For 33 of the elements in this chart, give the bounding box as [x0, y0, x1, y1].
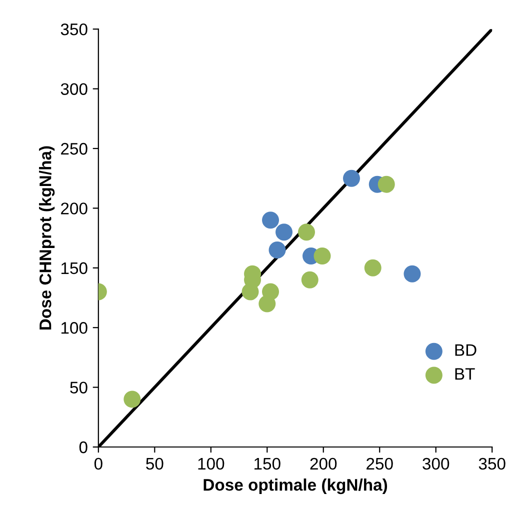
x-tick-label: 50 — [146, 458, 164, 470]
y-tick-label: 250 — [61, 142, 88, 155]
point — [242, 283, 259, 300]
point — [364, 259, 382, 276]
legend-label: BD — [455, 344, 476, 356]
x-tick-label: 200 — [310, 458, 337, 470]
x-axis-title: Dose optimale (kgN/ha) — [204, 478, 388, 494]
y-tick-label: 200 — [61, 202, 88, 214]
point — [276, 224, 293, 241]
legend-label: BT — [455, 368, 475, 380]
point — [124, 390, 141, 408]
y-tick-label: 150 — [61, 262, 88, 274]
x-tick-label: 300 — [422, 458, 450, 470]
y-tick-label: 300 — [60, 83, 88, 95]
y-tick-label: 50 — [70, 382, 88, 394]
x-tick-label: 350 — [478, 458, 506, 470]
x-tick-label: 100 — [198, 458, 224, 470]
point — [342, 170, 360, 187]
y-axis-title: Dose CHNprot (kgN/ha) — [39, 146, 55, 330]
point — [301, 271, 318, 288]
point — [262, 212, 280, 229]
x-tick-label: 0 — [94, 458, 102, 470]
point — [378, 176, 395, 193]
y-tick-label: 100 — [61, 322, 88, 334]
y-tick-label: 0 — [79, 441, 88, 454]
point — [268, 241, 286, 258]
x-tick-label: 250 — [366, 458, 393, 470]
x-tick-label: 150 — [254, 458, 280, 470]
point — [404, 265, 421, 282]
y-tick-label: 350 — [60, 23, 88, 36]
point — [258, 295, 276, 312]
point — [314, 247, 331, 264]
point — [298, 224, 316, 241]
